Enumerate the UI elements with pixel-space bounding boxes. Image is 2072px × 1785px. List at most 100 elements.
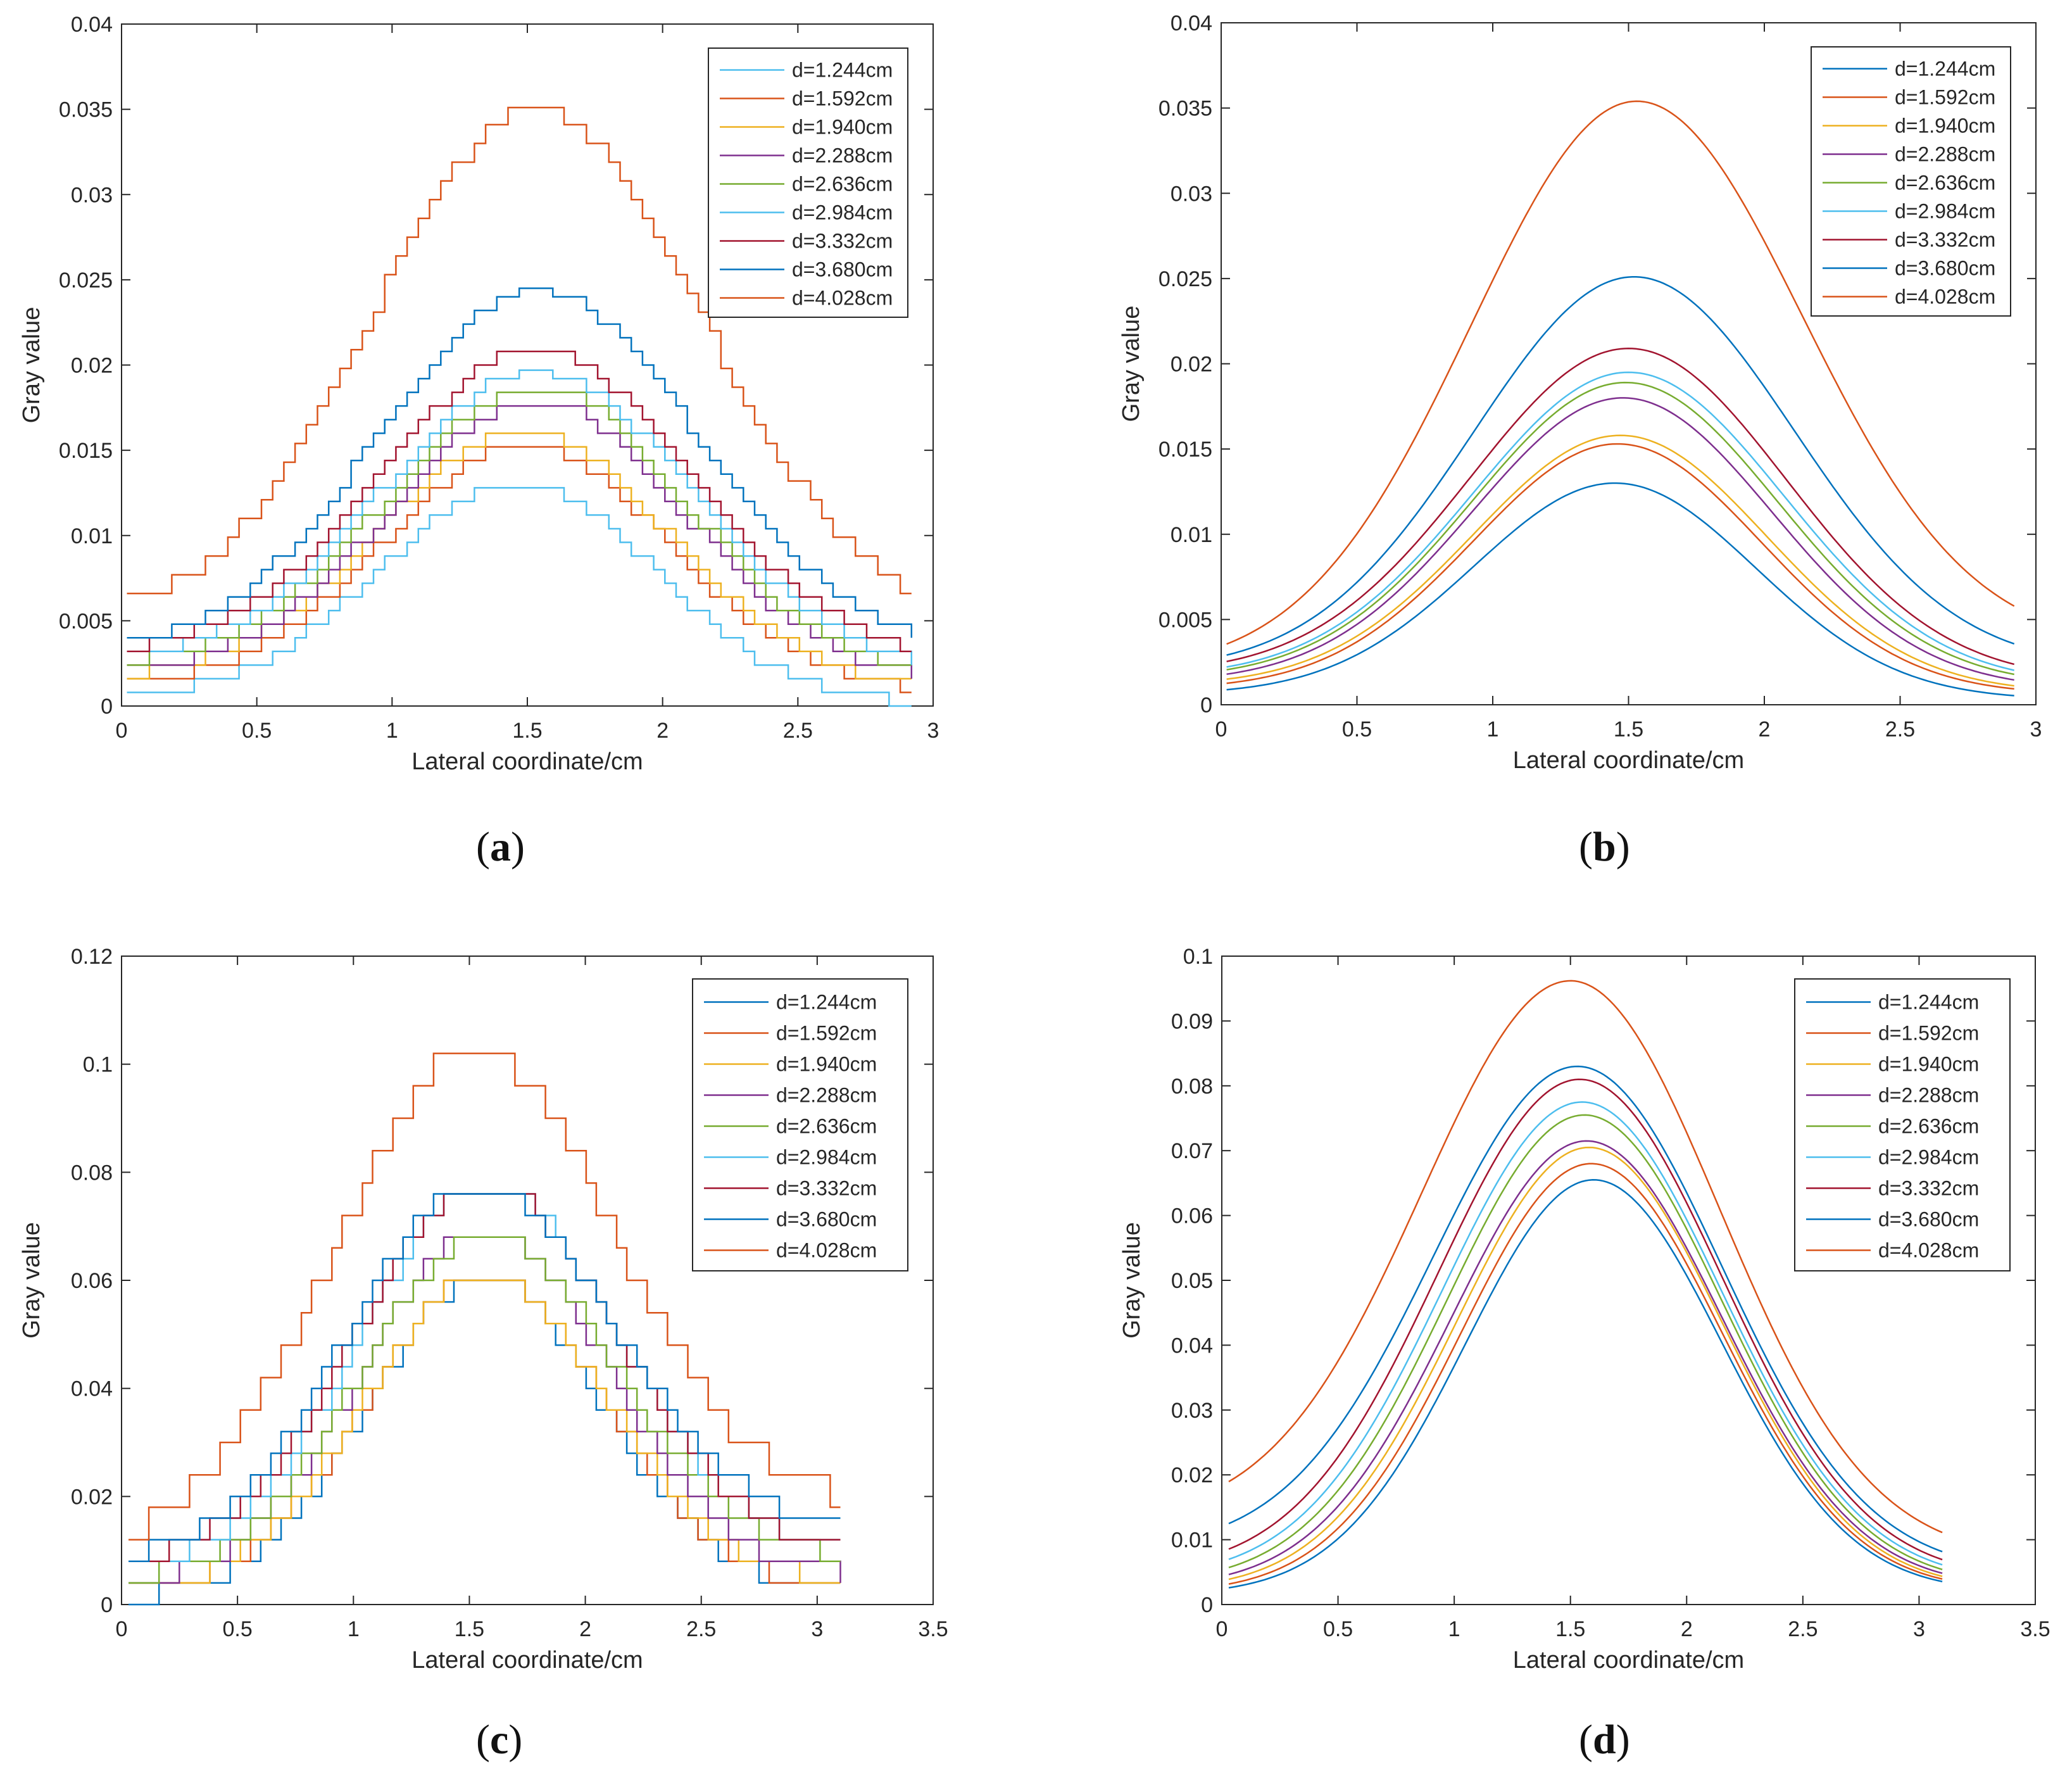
x-tick-label: 1 <box>386 719 398 743</box>
legend-label: d=1.940cm <box>1878 1053 1979 1076</box>
x-tick-label: 0 <box>116 1617 128 1641</box>
legend-box <box>708 47 908 318</box>
series-line-d=1.592cm <box>1228 1163 1943 1585</box>
x-tick-label: 1.5 <box>1555 1617 1585 1641</box>
x-tick-label: 3 <box>2030 717 2042 741</box>
y-tick-label: 0.035 <box>1158 97 1212 121</box>
legend-label: d=1.592cm <box>792 87 893 110</box>
series-line-d=3.332cm <box>1228 1078 1943 1561</box>
x-tick-label: 2.5 <box>1885 717 1915 741</box>
series-line-d=1.592cm <box>1226 443 2014 690</box>
series-line-d=1.940cm <box>1226 434 2014 687</box>
series-line-d=3.332cm <box>127 350 912 653</box>
x-tick-label: 2.5 <box>1788 1617 1818 1641</box>
series-line-d=4.028cm <box>127 106 912 595</box>
x-tick-label: 3 <box>1913 1617 1925 1641</box>
y-axis-label: Gray value <box>18 307 45 424</box>
x-axis-label: Lateral coordinate/cm <box>1513 1647 1744 1674</box>
series-line-d=2.636cm <box>1228 1114 1943 1570</box>
legend-label: d=1.244cm <box>792 59 893 82</box>
legend-label: d=1.940cm <box>776 1053 877 1076</box>
chart-panel-b: 0 0.5 1 1.5 2 2.5 3 0 0.005 0.01 0.015 0.02 0.025 0.0… <box>1036 0 2072 893</box>
x-tick-label: 0.5 <box>223 1617 253 1641</box>
series-line-d=1.244cm <box>1226 482 2014 697</box>
y-tick-label: 0.01 <box>71 524 113 548</box>
legend-label: d=1.592cm <box>1895 86 1995 109</box>
x-tick-label: 0 <box>1216 1617 1228 1641</box>
legend-label: d=1.940cm <box>1895 115 1995 137</box>
y-axis-label: Gray value <box>18 1222 45 1339</box>
x-tick-label: 0 <box>116 719 128 743</box>
series-line-d=2.636cm <box>1226 381 2014 676</box>
legend-label: d=2.288cm <box>1895 143 1995 166</box>
x-tick-label: 1 <box>1448 1617 1460 1641</box>
x-tick-label: 1.5 <box>512 719 542 743</box>
chart-c: 0 0.5 1 1.5 2 2.5 3 3.5 0 0.02 0.04 0.06 0.08 0.1 0.12… <box>18 945 948 1674</box>
legend-label: d=1.592cm <box>776 1022 877 1045</box>
x-axis-label: Lateral coordinate/cm <box>411 1647 643 1674</box>
y-axis-label: Gray value <box>1118 306 1145 422</box>
series-line-d=1.940cm <box>129 1279 841 1584</box>
chart-panel-a: 0 0.5 1 1.5 2 2.5 3 0 0.005 0.01 0.015 0.02 0.025 0.0… <box>0 0 1036 893</box>
y-tick-label: 0.035 <box>59 98 113 122</box>
x-tick-label: 2.5 <box>783 719 813 743</box>
x-tick-label: 1.5 <box>1614 717 1643 741</box>
x-tick-label: 0.5 <box>1323 1617 1353 1641</box>
chart-panel-c: 0 0.5 1 1.5 2 2.5 3 3.5 0 0.02 0.04 0.06 0.08 0.1 0.12… <box>0 893 1036 1785</box>
series-line-d=3.680cm <box>127 287 913 639</box>
caption-b: (b) <box>1579 824 1630 870</box>
x-tick-label: 3.5 <box>2020 1617 2050 1641</box>
legend-label: d=3.680cm <box>1895 257 1995 280</box>
y-tick-label: 0.07 <box>1171 1139 1213 1163</box>
x-tick-label: 1 <box>1487 717 1499 741</box>
legend-label: d=4.028cm <box>776 1239 877 1262</box>
legend-label: d=4.028cm <box>1878 1239 1979 1262</box>
y-tick-label: 0.005 <box>1158 608 1212 632</box>
caption-c: (c) <box>476 1717 523 1763</box>
legend-label: d=1.592cm <box>1878 1022 1979 1045</box>
y-tick-label: 0.08 <box>71 1161 113 1185</box>
series-line-d=2.984cm <box>1226 371 2014 671</box>
legend-label: d=2.636cm <box>776 1115 877 1138</box>
legend-label: d=3.332cm <box>776 1177 877 1200</box>
y-tick-label: 0.1 <box>83 1053 113 1077</box>
series-line-d=2.288cm <box>1228 1140 1943 1575</box>
series-line-d=3.680cm <box>1226 275 2015 656</box>
series-line-d=1.244cm <box>127 487 912 707</box>
y-tick-label: 0.025 <box>59 268 113 293</box>
y-axis-label: Gray value <box>1119 1222 1145 1339</box>
x-tick-label: 2 <box>1681 1617 1693 1641</box>
x-tick-label: 0.5 <box>242 719 272 743</box>
y-tick-label: 0 <box>101 695 113 719</box>
legend: d=1.244cm d=1.592cm d=1.940cm d=2.288cm d=2.… <box>708 47 908 318</box>
y-tick-label: 0.015 <box>59 439 113 463</box>
y-tick-label: 0.02 <box>1171 1463 1213 1487</box>
legend-label: d=3.680cm <box>792 258 893 281</box>
y-tick-label: 0.01 <box>1171 1529 1213 1553</box>
series-line-d=3.332cm <box>1226 348 2015 665</box>
legend-label: d=1.940cm <box>792 116 893 139</box>
y-tick-label: 0.05 <box>1171 1269 1213 1293</box>
legend-label: d=2.288cm <box>792 144 893 167</box>
x-tick-label: 2 <box>1759 717 1771 741</box>
y-tick-label: 0.04 <box>71 1377 113 1401</box>
x-tick-label: 0 <box>1215 717 1228 741</box>
legend-label: d=3.332cm <box>1878 1177 1979 1200</box>
series-line-d=4.028cm <box>1228 980 1943 1534</box>
legend-label: d=4.028cm <box>1895 286 1995 308</box>
y-tick-label: 0.02 <box>71 1485 113 1509</box>
legend-label: d=1.244cm <box>1878 991 1979 1014</box>
series-line-d=3.680cm <box>1228 1065 1943 1553</box>
legend-label: d=3.332cm <box>1895 229 1995 251</box>
x-tick-label: 2 <box>656 719 669 743</box>
legend: d=1.244cm d=1.592cm d=1.940cm d=2.288cm d=2.… <box>692 978 908 1271</box>
y-tick-label: 0 <box>1200 693 1212 717</box>
y-tick-label: 0.1 <box>1183 945 1213 969</box>
y-tick-label: 0.015 <box>1158 438 1212 462</box>
y-tick-label: 0.03 <box>1171 182 1212 206</box>
x-tick-label: 1.5 <box>455 1617 484 1641</box>
chart-d: 0 0.5 1 1.5 2 2.5 3 3.5 0 0.01 0.02 0.03 0.04 0.05 0.0… <box>1119 945 2050 1674</box>
series-line-d=1.940cm <box>1228 1146 1943 1580</box>
chart-a: 0 0.5 1 1.5 2 2.5 3 0 0.005 0.01 0.015 0.02 0.025 0.0… <box>18 13 939 775</box>
legend-box <box>692 978 908 1271</box>
